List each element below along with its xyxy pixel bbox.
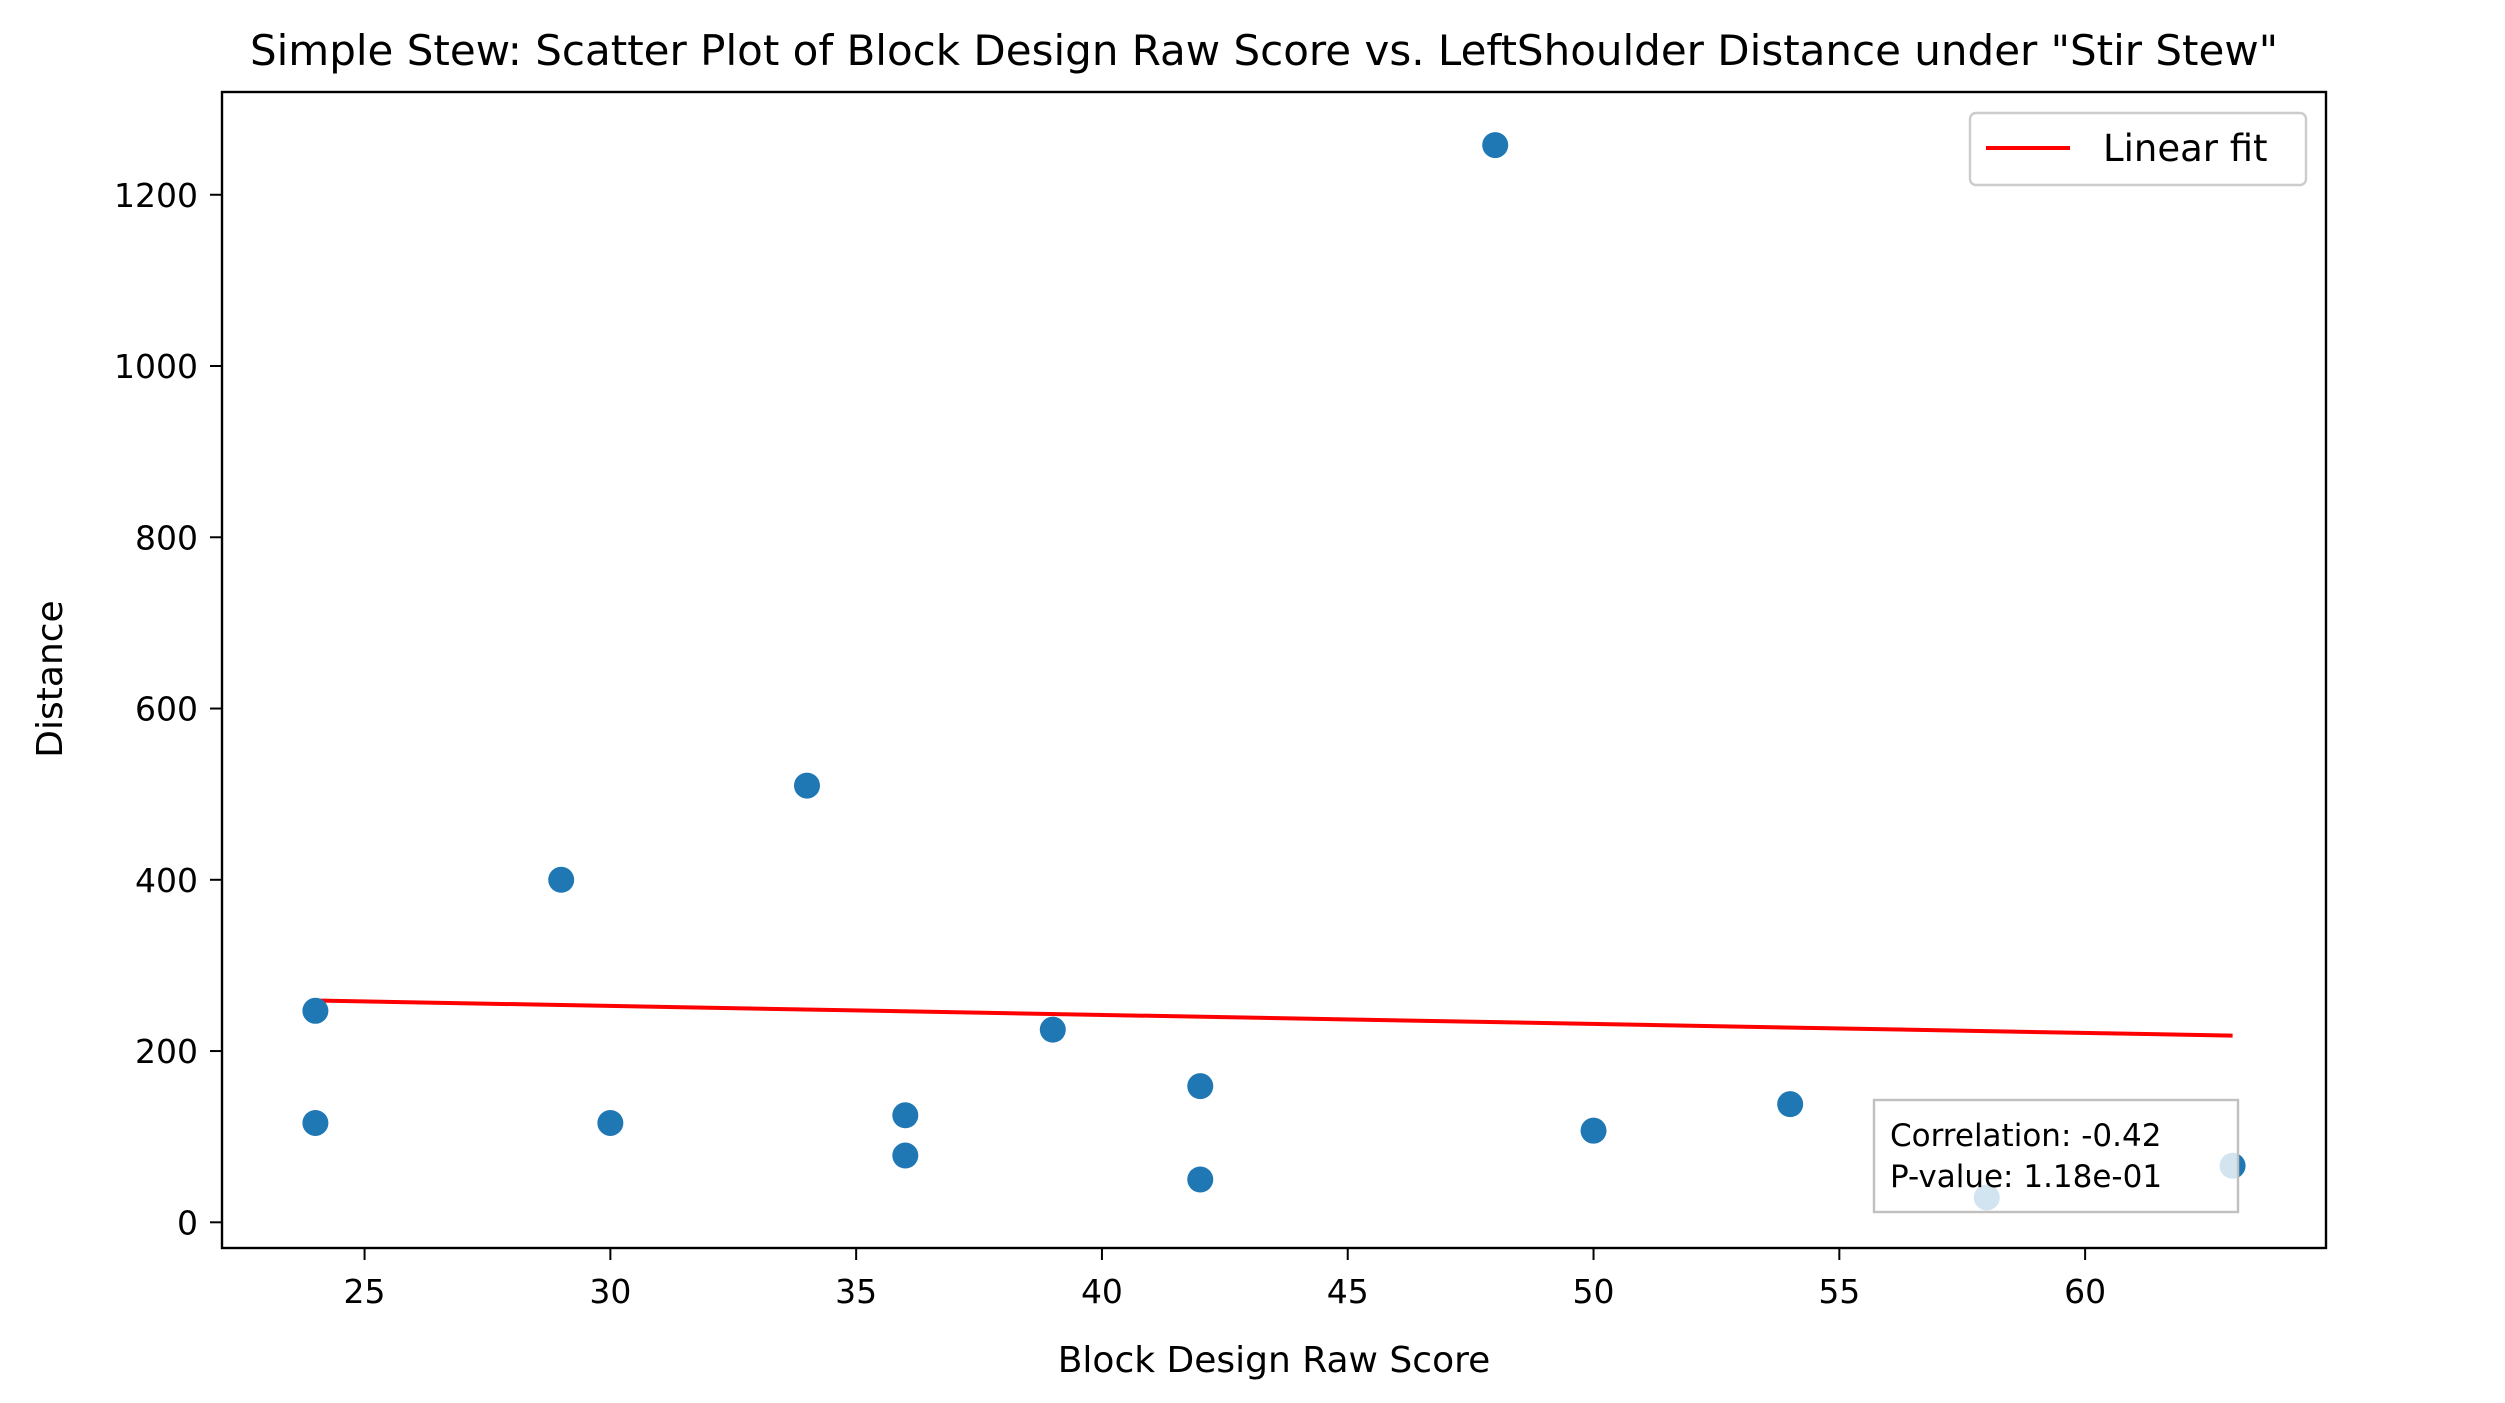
y-tick-label: 1200 [114,176,198,215]
x-tick-label: 60 [2064,1272,2106,1311]
scatter-point-13 [1777,1091,1804,1118]
legend: Linear fit [1968,111,2308,187]
y-tick-label: 800 [135,518,198,557]
legend-label-linear-fit: Linear fit [2103,127,2268,170]
y-tick-label: 200 [135,1032,198,1071]
correlation-text: Correlation: -0.42 [1890,1118,2161,1154]
y-axis-ticks: 0 200 400 600 800 1000 1200 [114,176,222,1242]
y-tick-label: 600 [135,690,198,729]
x-tick-label: 55 [1818,1272,1860,1311]
scatter-point-1 [302,997,329,1024]
stats-annotation: Correlation: -0.42 P-value: 1.18e-01 [1872,1098,2240,1214]
y-axis-label: Distance [30,600,71,757]
scatter-point-4 [597,1109,624,1136]
x-tick-label: 45 [1327,1272,1369,1311]
scatter-point-10 [1187,1166,1214,1193]
scatter-point-3 [548,866,575,893]
y-tick-label: 400 [135,861,198,900]
scatter-point-7 [892,1142,919,1169]
p-value-text: P-value: 1.18e-01 [1890,1159,2162,1195]
stats-box [1872,1098,2240,1214]
plot-area-frame [220,90,2328,1250]
x-tick-label: 40 [1081,1272,1123,1311]
scatter-point-9 [1187,1073,1214,1100]
chart-title: Simple Stew: Scatter Plot of Block Desig… [250,26,2278,75]
legend-box [1968,111,2308,187]
scatter-point-5 [793,772,820,799]
scatter-point-8 [1039,1016,1066,1043]
x-tick-label: 35 [835,1272,877,1311]
scatter-point-2 [302,1109,329,1136]
scatter-point-6 [892,1102,919,1129]
x-tick-label: 25 [344,1272,386,1311]
scatter-point-11 [1482,132,1509,159]
scatter-point-12 [1580,1117,1607,1144]
linear-fit-line [315,998,2233,1038]
x-axis-label: Block Design Raw Score [1058,1340,1491,1381]
plot-marks [302,132,2246,1211]
x-tick-label: 30 [589,1272,631,1311]
x-tick-label: 50 [1573,1272,1615,1311]
y-tick-label: 0 [177,1203,198,1242]
y-tick-label: 1000 [114,347,198,386]
x-axis-ticks: 25 30 35 40 45 50 55 60 [344,1248,2106,1311]
